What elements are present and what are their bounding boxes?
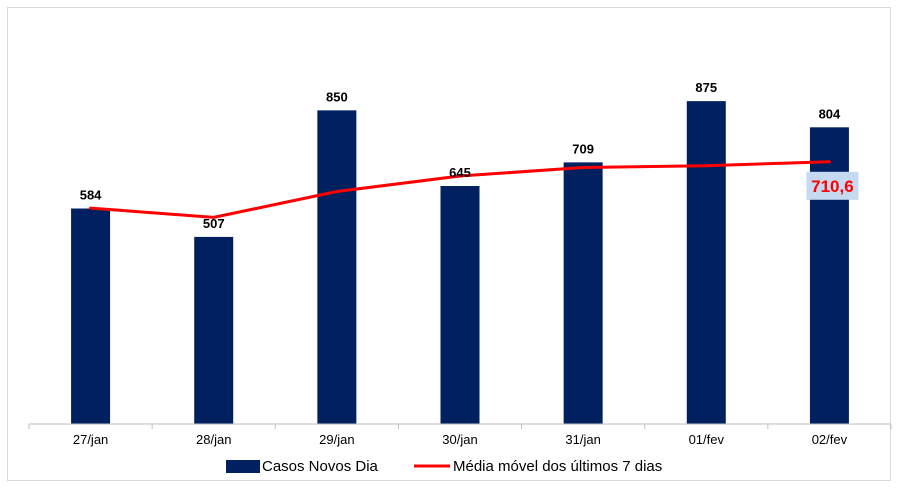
bar-28/jan bbox=[194, 236, 234, 424]
callout-box bbox=[806, 171, 859, 200]
bar-value-label: 645 bbox=[449, 165, 471, 180]
chart-frame bbox=[7, 7, 891, 481]
legend-label-line: Média móvel dos últimos 7 dias bbox=[453, 458, 662, 475]
callout-label: 710,6 bbox=[811, 177, 854, 196]
x-tick-label: 27/jan bbox=[73, 432, 108, 447]
bar-value-label: 584 bbox=[80, 188, 102, 203]
bar-value-label: 850 bbox=[326, 89, 348, 104]
legend-swatch-bars bbox=[226, 460, 260, 473]
x-tick-label: 02/fev bbox=[812, 432, 848, 447]
bar-value-label: 875 bbox=[695, 80, 717, 95]
moving-average-callout: 710,6 bbox=[806, 171, 859, 200]
bar-27/jan bbox=[71, 208, 111, 424]
x-tick-label: 28/jan bbox=[196, 432, 231, 447]
legend-label-bars: Casos Novos Dia bbox=[262, 458, 379, 475]
x-tick-label: 30/jan bbox=[442, 432, 477, 447]
x-tick-label: 01/fev bbox=[689, 432, 725, 447]
x-tick-label: 31/jan bbox=[565, 432, 600, 447]
bar-value-label: 804 bbox=[819, 106, 841, 121]
bar-value-label: 507 bbox=[203, 216, 225, 231]
legend: Casos Novos Dia Média móvel dos últimos … bbox=[226, 458, 662, 475]
bar-01/fev bbox=[686, 101, 726, 424]
bar-29/jan bbox=[317, 110, 357, 424]
moving-average-line bbox=[89, 160, 831, 219]
x-tick-label: 29/jan bbox=[319, 432, 354, 447]
bar-value-label: 709 bbox=[572, 141, 594, 156]
bar-30/jan bbox=[440, 185, 480, 424]
bar-31/jan bbox=[563, 162, 603, 424]
